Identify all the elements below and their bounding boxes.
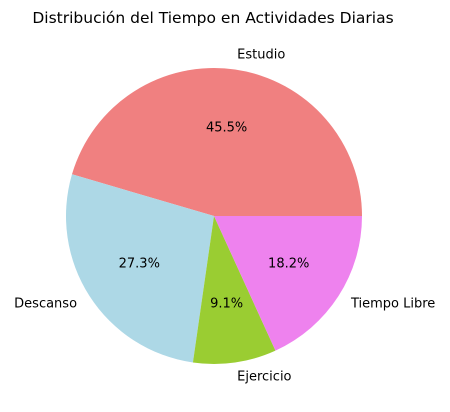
slice-label-ejercicio: Ejercicio <box>237 370 291 385</box>
slice-label-estudio: Estudio <box>237 47 285 62</box>
pie-slices <box>66 68 362 364</box>
slice-label-descanso: Descanso <box>14 297 77 312</box>
pie-labels: Estudio 45.5% Descanso 27.3% Ejercicio 9.1% Ti… <box>14 47 435 384</box>
pie-slice-estudio <box>71 68 362 216</box>
percent-label-estudio: 45.5% <box>206 121 247 136</box>
percent-label-ejercicio: 9.1% <box>210 296 243 311</box>
pie-slice-descanso <box>66 174 214 363</box>
pie-slice-ejercicio <box>192 216 276 364</box>
pie-slice-tiempo-libre <box>214 216 362 351</box>
percent-label-descanso: 27.3% <box>119 257 160 272</box>
slice-label-tiempo-libre: Tiempo Libre <box>350 297 435 312</box>
chart-title: Distribución del Tiempo en Actividades D… <box>32 9 393 27</box>
percent-label-tiempo-libre: 18.2% <box>268 257 309 272</box>
